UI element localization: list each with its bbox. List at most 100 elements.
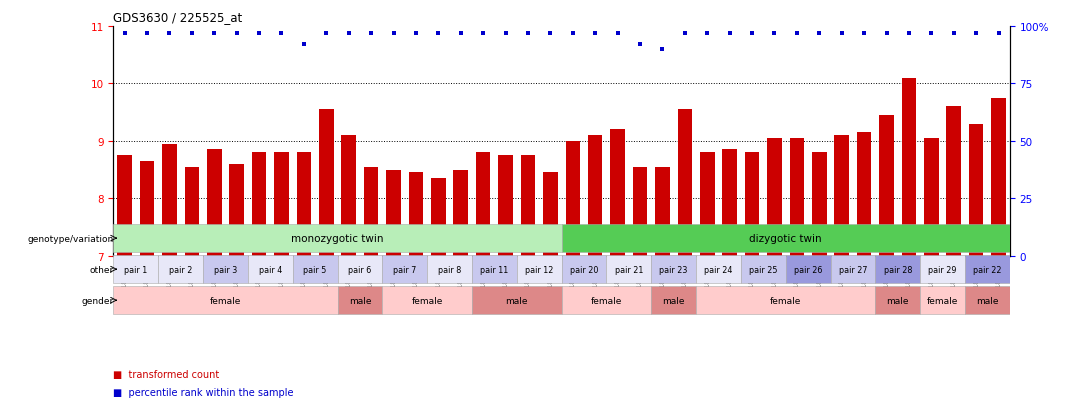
Bar <box>723 150 737 256</box>
Text: male: male <box>662 296 685 305</box>
Text: male: male <box>887 296 909 305</box>
Text: pair 26: pair 26 <box>794 265 822 274</box>
Text: monozygotic twin: monozygotic twin <box>292 233 383 244</box>
Text: pair 11: pair 11 <box>481 265 509 274</box>
Bar <box>991 98 1005 256</box>
Bar <box>341 136 356 256</box>
Bar <box>252 153 267 256</box>
Bar <box>966 287 1010 314</box>
Bar <box>297 153 311 256</box>
Bar <box>969 124 984 256</box>
Bar <box>472 287 562 314</box>
Bar <box>162 144 177 256</box>
Bar <box>431 179 446 256</box>
Bar <box>428 256 472 283</box>
Bar <box>364 167 378 256</box>
Text: other: other <box>90 265 113 274</box>
Bar <box>382 256 428 283</box>
Text: female: female <box>927 296 958 305</box>
Bar <box>789 139 805 256</box>
Bar <box>337 287 382 314</box>
Bar <box>879 116 894 256</box>
Bar <box>920 287 966 314</box>
Bar <box>113 225 562 252</box>
Bar <box>139 161 154 256</box>
Bar <box>610 130 625 256</box>
Bar <box>767 139 782 256</box>
Bar <box>700 153 715 256</box>
Text: pair 22: pair 22 <box>973 265 1001 274</box>
Bar <box>476 153 490 256</box>
Text: genotype/variation: genotype/variation <box>27 234 113 243</box>
Bar <box>562 256 607 283</box>
Text: pair 29: pair 29 <box>929 265 957 274</box>
Bar <box>946 107 961 256</box>
Text: pair 3: pair 3 <box>214 265 238 274</box>
Bar <box>229 164 244 256</box>
Bar <box>835 136 849 256</box>
Bar <box>113 256 158 283</box>
Bar <box>566 141 580 256</box>
Text: pair 7: pair 7 <box>393 265 417 274</box>
Bar <box>274 153 288 256</box>
Bar <box>517 256 562 283</box>
Text: pair 6: pair 6 <box>348 265 372 274</box>
Text: pair 5: pair 5 <box>303 265 327 274</box>
Bar <box>118 156 132 256</box>
Bar <box>203 256 248 283</box>
Text: pair 1: pair 1 <box>124 265 148 274</box>
Text: ■  percentile rank within the sample: ■ percentile rank within the sample <box>113 387 294 397</box>
Text: pair 8: pair 8 <box>437 265 461 274</box>
Bar <box>677 110 692 256</box>
Bar <box>924 139 939 256</box>
Bar <box>454 170 468 256</box>
Bar <box>697 287 876 314</box>
Text: pair 21: pair 21 <box>615 265 643 274</box>
Bar <box>745 153 759 256</box>
Text: pair 4: pair 4 <box>258 265 282 274</box>
Bar <box>158 256 203 283</box>
Text: male: male <box>505 296 528 305</box>
Bar <box>786 256 831 283</box>
Bar <box>831 256 876 283</box>
Bar <box>876 287 920 314</box>
Bar <box>741 256 786 283</box>
Text: pair 28: pair 28 <box>883 265 912 274</box>
Bar <box>319 110 334 256</box>
Bar <box>293 256 337 283</box>
Text: dizygotic twin: dizygotic twin <box>750 233 822 244</box>
Bar <box>543 173 557 256</box>
Bar <box>472 256 517 283</box>
Text: male: male <box>976 296 999 305</box>
Bar <box>902 78 916 256</box>
Bar <box>856 133 872 256</box>
Bar <box>562 287 651 314</box>
Bar <box>656 167 670 256</box>
Bar <box>920 256 966 283</box>
Bar <box>207 150 221 256</box>
Bar <box>651 287 697 314</box>
Text: pair 23: pair 23 <box>660 265 688 274</box>
Bar <box>185 167 199 256</box>
Text: female: female <box>591 296 622 305</box>
Text: pair 20: pair 20 <box>570 265 598 274</box>
Text: pair 27: pair 27 <box>839 265 867 274</box>
Bar <box>521 156 536 256</box>
Bar <box>651 256 697 283</box>
Text: pair 24: pair 24 <box>704 265 732 274</box>
Bar <box>337 256 382 283</box>
Text: pair 2: pair 2 <box>168 265 192 274</box>
Text: male: male <box>349 296 372 305</box>
Bar <box>876 256 920 283</box>
Bar <box>113 287 337 314</box>
Bar <box>697 256 741 283</box>
Text: female: female <box>411 296 443 305</box>
Bar <box>588 136 603 256</box>
Bar <box>607 256 651 283</box>
Text: female: female <box>210 296 241 305</box>
Text: ■  transformed count: ■ transformed count <box>113 369 219 379</box>
Bar <box>248 256 293 283</box>
Text: GDS3630 / 225525_at: GDS3630 / 225525_at <box>113 11 243 24</box>
Text: gender: gender <box>81 296 113 305</box>
Text: pair 25: pair 25 <box>750 265 778 274</box>
